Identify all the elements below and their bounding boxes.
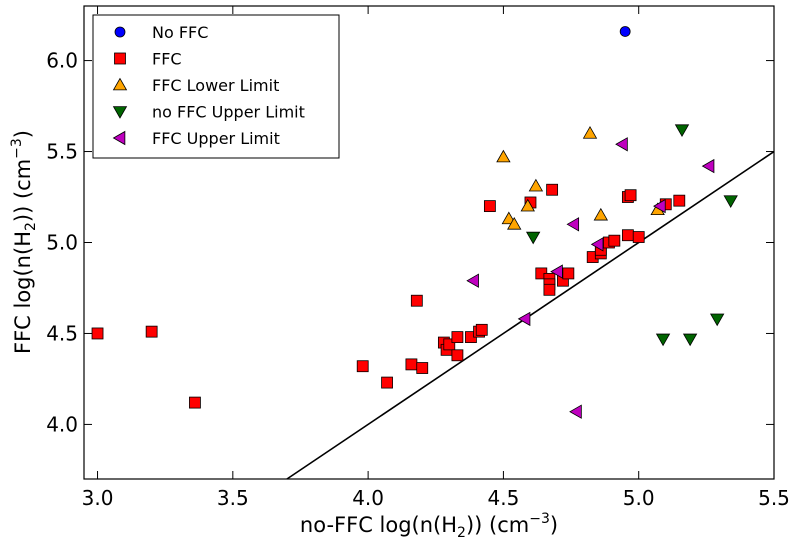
plot-frame bbox=[83, 5, 775, 480]
x-tick-label: 3.0 bbox=[82, 486, 114, 510]
ffc-point bbox=[381, 376, 393, 389]
ffc-upper-limit-point bbox=[566, 217, 580, 232]
ffc-point bbox=[621, 229, 634, 242]
x-axis-label: no-FFC log(n(H2)) (cm−3) bbox=[300, 511, 558, 541]
ffc-upper-limit-point bbox=[590, 237, 604, 252]
legend-marker-ffc-upper-limit bbox=[112, 130, 126, 146]
ffc-upper-limit-point bbox=[550, 264, 563, 279]
no-ffc-upper-limit-point bbox=[682, 333, 698, 347]
ffc-point bbox=[416, 362, 429, 374]
ffc-point bbox=[546, 183, 559, 196]
y-tick-label: 5.5 bbox=[46, 140, 78, 164]
ffc-point bbox=[451, 349, 464, 362]
ffc-point bbox=[483, 200, 496, 213]
y-tick-label: 4.0 bbox=[46, 412, 78, 436]
ffc-lower-limit-point bbox=[593, 207, 609, 221]
legend-marker-no-ffc bbox=[114, 26, 126, 38]
ffc-point bbox=[451, 331, 464, 344]
reference-line bbox=[286, 150, 775, 480]
ffc-upper-limit-point bbox=[517, 311, 531, 327]
ffc-upper-limit-point bbox=[615, 137, 628, 152]
y-tick-label: 4.5 bbox=[46, 321, 78, 345]
ffc-point bbox=[632, 231, 645, 243]
ffc-upper-limit-point bbox=[569, 404, 582, 419]
ffc-lower-limit-point bbox=[528, 178, 544, 192]
legend-label-no-ffc: No FFC bbox=[152, 23, 208, 42]
no-ffc-upper-limit-point bbox=[674, 124, 690, 138]
ffc-point bbox=[356, 360, 369, 373]
x-tick-label: 4.5 bbox=[488, 486, 520, 510]
y-axis-label: FFC log(n(H2)) (cm−3) bbox=[9, 130, 39, 354]
ffc-point bbox=[405, 358, 418, 371]
ffc-point bbox=[673, 194, 686, 207]
ffc-upper-limit-point bbox=[653, 198, 666, 214]
ffc-point bbox=[608, 234, 621, 247]
ffc-point bbox=[91, 327, 104, 340]
ffc-lower-limit-point bbox=[582, 126, 598, 139]
y-tick-label: 6.0 bbox=[46, 49, 78, 73]
y-tick-label: 5.0 bbox=[46, 231, 78, 255]
legend-label-ffc-upper-limit: FFC Upper Limit bbox=[152, 129, 280, 148]
ffc-point bbox=[562, 267, 575, 280]
ffc-lower-limit-point bbox=[507, 217, 522, 230]
ffc-upper-limit-point bbox=[701, 158, 715, 174]
legend-marker-ffc bbox=[114, 52, 126, 65]
ffc-lower-limit-point bbox=[496, 149, 511, 163]
no-ffc-upper-limit-point bbox=[655, 333, 671, 347]
ffc-point bbox=[624, 189, 637, 202]
ffc-point bbox=[189, 396, 201, 409]
points-layer bbox=[91, 26, 738, 419]
legend-label-no-ffc-upper-limit: no FFC Upper Limit bbox=[152, 103, 305, 122]
no-ffc-upper-limit-point bbox=[723, 195, 738, 208]
x-tick-label: 3.5 bbox=[217, 486, 249, 510]
ffc-point bbox=[543, 283, 556, 296]
ffc-point bbox=[475, 323, 488, 336]
legend-box bbox=[92, 14, 340, 159]
no-ffc-point bbox=[619, 26, 631, 37]
x-tick-label: 5.0 bbox=[623, 486, 655, 510]
x-tick-label: 5.5 bbox=[758, 486, 790, 510]
no-ffc-upper-limit-point bbox=[525, 231, 541, 245]
legend-label-ffc-lower-limit: FFC Lower Limit bbox=[152, 76, 279, 95]
legend-label-ffc: FFC bbox=[152, 50, 182, 69]
ticks-layer: 3.0 3.5 4.0 4.5 5.0 5.5 4.0 4.5 5.0 5.5 6.0 bbox=[46, 6, 790, 510]
ffc-point bbox=[145, 325, 158, 338]
x-tick-label: 4.0 bbox=[352, 486, 384, 510]
no-ffc-upper-limit-point bbox=[709, 313, 725, 327]
legend-marker-ffc-lower-limit bbox=[112, 77, 128, 91]
ffc-point bbox=[443, 338, 456, 351]
legend: No FFC FFC FFC Lower Limit no FFC Upper Lim… bbox=[92, 14, 340, 159]
ffc-point bbox=[410, 294, 423, 307]
ffc-lower-limit-point bbox=[520, 198, 535, 212]
legend-marker-no-ffc-upper-limit bbox=[112, 106, 128, 119]
ffc-upper-limit-point bbox=[466, 273, 479, 288]
